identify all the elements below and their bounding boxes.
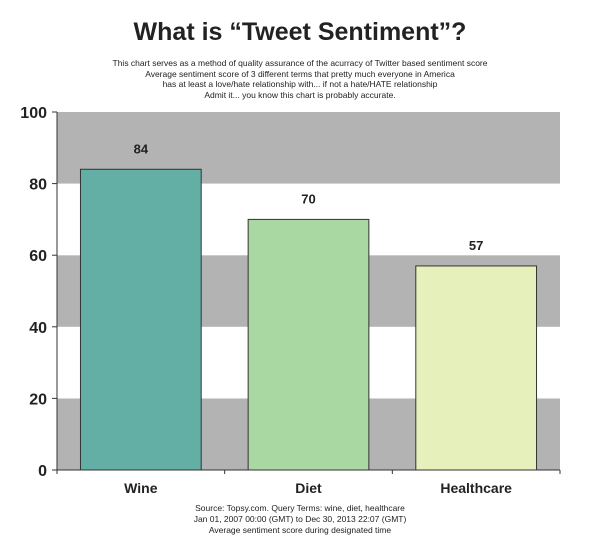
chart-title: What is “Tweet Sentiment”? bbox=[133, 18, 467, 46]
subtitle-line: Admit it... you know this chart is proba… bbox=[204, 89, 396, 100]
source-line: Jan 01, 2007 00:00 (GMT) to Dec 30, 2013… bbox=[193, 514, 407, 524]
x-tick-label: Healthcare bbox=[440, 480, 512, 496]
source-line: Average sentiment score during designate… bbox=[208, 525, 392, 535]
x-tick-label: Diet bbox=[295, 480, 322, 496]
subtitle-line: This chart serves as a method of quality… bbox=[112, 58, 488, 68]
x-tick-label: Wine bbox=[124, 480, 158, 496]
y-tick-label: 20 bbox=[29, 391, 47, 408]
chart-source: Source: Topsy.com. Query Terms: wine, di… bbox=[0, 503, 600, 536]
chart-bars bbox=[79, 168, 538, 471]
bar bbox=[247, 218, 370, 471]
source-line: Source: Topsy.com. Query Terms: wine, di… bbox=[195, 503, 405, 513]
y-tick-label: 40 bbox=[29, 320, 47, 337]
bar bbox=[415, 265, 538, 471]
y-tick-label: 80 bbox=[29, 177, 47, 194]
bar bbox=[79, 168, 202, 471]
data-label: 57 bbox=[469, 238, 483, 253]
subtitle-line: Average sentiment score of 3 different t… bbox=[145, 68, 455, 79]
y-tick-label: 0 bbox=[38, 463, 47, 480]
chart-subtitle: This chart serves as a method of quality… bbox=[0, 58, 600, 100]
subtitle-line: has at least a love/hate relationship wi… bbox=[162, 79, 438, 89]
y-tick-label: 60 bbox=[29, 248, 47, 265]
data-label: 84 bbox=[134, 141, 149, 156]
data-label: 70 bbox=[301, 191, 315, 206]
chart-labels: 0 20 40 60 80 100 84 Wine 70 Diet 57 Healthcare bbox=[20, 105, 512, 496]
y-tick-label: 100 bbox=[20, 105, 47, 122]
